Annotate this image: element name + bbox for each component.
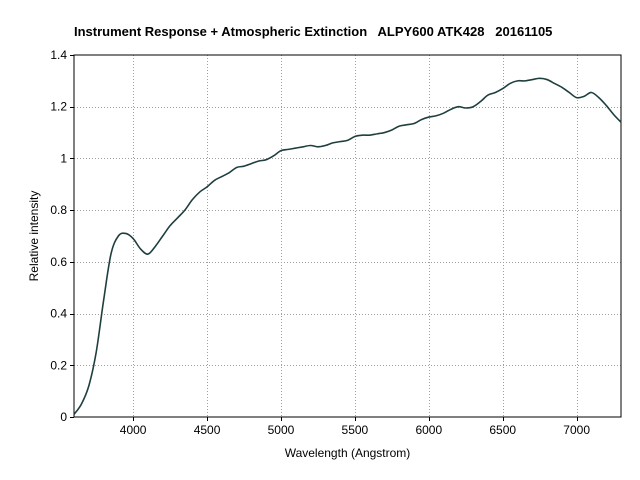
series-layer xyxy=(73,77,622,415)
series-line xyxy=(73,77,622,415)
chart-title: Instrument Response + Atmospheric Extinc… xyxy=(74,24,553,39)
y-axis-label: Relative intensity xyxy=(27,191,41,282)
y-tick-label: 0.6 xyxy=(50,255,67,269)
y-tick-label: 0.2 xyxy=(50,358,67,372)
x-tick-label: 5000 xyxy=(268,423,295,437)
x-tick-label: 6500 xyxy=(489,423,516,437)
ticks: 4000 4500 5000 5500 6000 6500 7000 0 0.2 0.4 0.6 0.… xyxy=(50,48,590,437)
x-tick-label: 4000 xyxy=(120,423,147,437)
y-tick-label: 1.2 xyxy=(50,100,67,114)
plot-border xyxy=(73,54,622,418)
y-tick-label: 0.8 xyxy=(50,203,67,217)
y-tick-label: 0 xyxy=(60,410,67,424)
y-tick-label: 0.4 xyxy=(50,307,67,321)
x-axis-label: Wavelength (Angstrom) xyxy=(285,446,411,460)
x-tick-label: 6000 xyxy=(415,423,442,437)
x-tick-label: 7000 xyxy=(563,423,590,437)
y-tick-label: 1 xyxy=(60,151,67,165)
grid xyxy=(74,55,621,417)
x-tick-label: 4500 xyxy=(194,423,221,437)
y-tick-label: 1.4 xyxy=(50,48,67,62)
x-tick-label: 5500 xyxy=(342,423,369,437)
